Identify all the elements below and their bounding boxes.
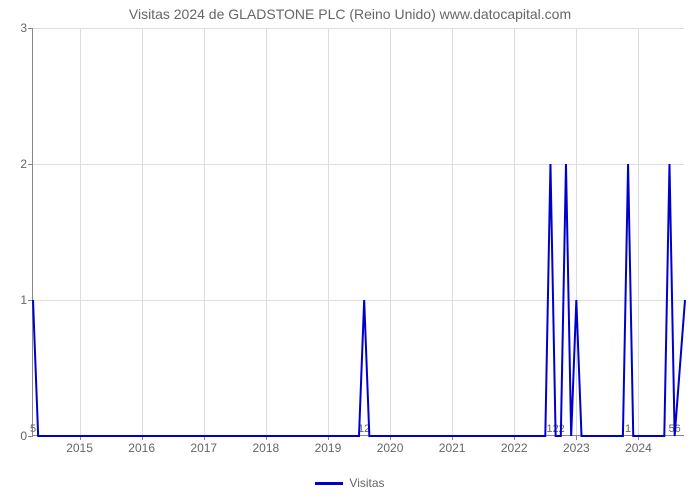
xtick-label: 2018	[252, 441, 279, 455]
ytick-label: 0	[20, 429, 27, 443]
xtick-label: 2017	[190, 441, 217, 455]
xtick-label: 2021	[439, 441, 466, 455]
legend-line-icon	[315, 482, 343, 485]
ytick-label: 1	[20, 293, 27, 307]
xtick-label: 2022	[501, 441, 528, 455]
xtick-label: 2020	[377, 441, 404, 455]
ytick-label: 2	[20, 157, 27, 171]
ytick-label: 3	[20, 21, 27, 35]
xtick-label: 2016	[128, 441, 155, 455]
xtick-label: 2024	[625, 441, 652, 455]
legend-label: Visitas	[349, 476, 384, 490]
xtick-label: 2015	[66, 441, 93, 455]
xtick-label: 2023	[563, 441, 590, 455]
plot-area: 0123201520162017201820192020202120222023…	[32, 28, 684, 436]
xtick-label: 2019	[315, 441, 342, 455]
chart-title: Visitas 2024 de GLADSTONE PLC (Reino Uni…	[0, 6, 700, 22]
legend: Visitas	[0, 476, 700, 490]
ytick-mark	[28, 436, 33, 437]
series-line	[33, 28, 685, 436]
